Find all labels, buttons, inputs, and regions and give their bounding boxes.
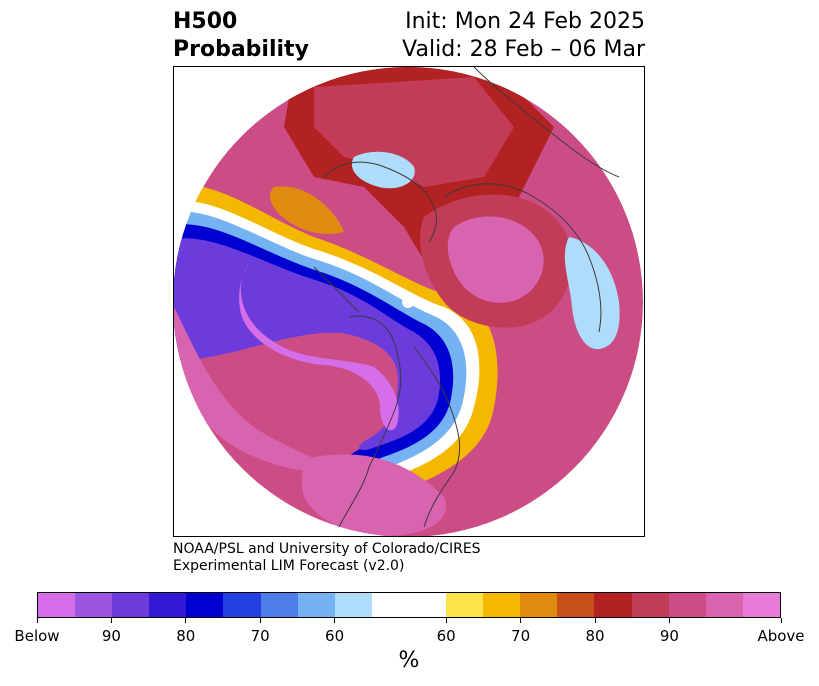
colorbar-tick-label: 60 xyxy=(436,627,456,645)
colorbar-tick xyxy=(445,618,447,623)
colorbar-segment xyxy=(408,593,447,617)
init-date: Init: Mon 24 Feb 2025 xyxy=(405,9,645,34)
colorbar-segment xyxy=(705,593,743,617)
colorbar-segment xyxy=(112,593,150,617)
colorbar-segment xyxy=(297,593,335,617)
colorbar-units: % xyxy=(398,648,420,673)
colorbar-segment xyxy=(742,593,780,617)
colorbar-segment xyxy=(557,593,595,617)
credit-text: NOAA/PSL and University of Colorado/CIRE… xyxy=(173,541,481,575)
colorbar-segment xyxy=(631,593,669,617)
colorbar-tick xyxy=(334,618,336,623)
colorbar-segment xyxy=(75,593,113,617)
colorbar-tick xyxy=(520,618,522,623)
colorbar-tick xyxy=(780,618,782,623)
colorbar-tick-label: 60 xyxy=(325,627,345,645)
colorbar-segment xyxy=(520,593,558,617)
colorbar-tick xyxy=(185,618,187,623)
polar-map xyxy=(173,66,645,537)
colorbar-segment xyxy=(149,593,187,617)
colorbar-tick-label: 80 xyxy=(585,627,605,645)
colorbar-tick-label: 70 xyxy=(250,627,270,645)
map-title-left: H500 Probability xyxy=(173,8,309,64)
colorbar-segment xyxy=(668,593,706,617)
polar-map-svg xyxy=(174,67,643,536)
probability-colorbar xyxy=(37,592,781,618)
colorbar-segment xyxy=(334,593,372,617)
continent-outlines xyxy=(313,67,620,528)
colorbar-tick-label: 90 xyxy=(101,627,121,645)
colorbar-tick xyxy=(594,618,596,623)
colorbar-segment xyxy=(594,593,632,617)
colorbar-segment xyxy=(446,593,484,617)
colorbar-tick-label: 70 xyxy=(511,627,531,645)
colorbar-tick-label: 80 xyxy=(176,627,196,645)
colorbar-tick xyxy=(36,618,38,623)
colorbar-segment xyxy=(186,593,224,617)
colorbar-segment xyxy=(371,593,409,617)
colorbar-tick xyxy=(259,618,261,623)
colorbar-tick-label: Above xyxy=(757,627,805,645)
title-variable: H500 xyxy=(173,9,238,34)
title-quantity: Probability xyxy=(173,37,309,62)
colorbar-segment xyxy=(483,593,521,617)
valid-range: Valid: 28 Feb – 06 Mar xyxy=(402,37,645,62)
colorbar-segment xyxy=(223,593,261,617)
colorbar-segment xyxy=(260,593,298,617)
credit-line-2: Experimental LIM Forecast (v2.0) xyxy=(173,558,405,574)
colorbar-segment xyxy=(38,593,76,617)
colorbar-tick xyxy=(110,618,112,623)
colorbar-tick xyxy=(668,618,670,623)
map-title-right: Init: Mon 24 Feb 2025 Valid: 28 Feb – 06… xyxy=(402,8,645,64)
colorbar-tick-label: Below xyxy=(14,627,60,645)
colorbar-tick-label: 90 xyxy=(659,627,679,645)
credit-line-1: NOAA/PSL and University of Colorado/CIRE… xyxy=(173,541,481,557)
probability-field xyxy=(174,67,643,536)
pole-marker xyxy=(402,296,414,308)
